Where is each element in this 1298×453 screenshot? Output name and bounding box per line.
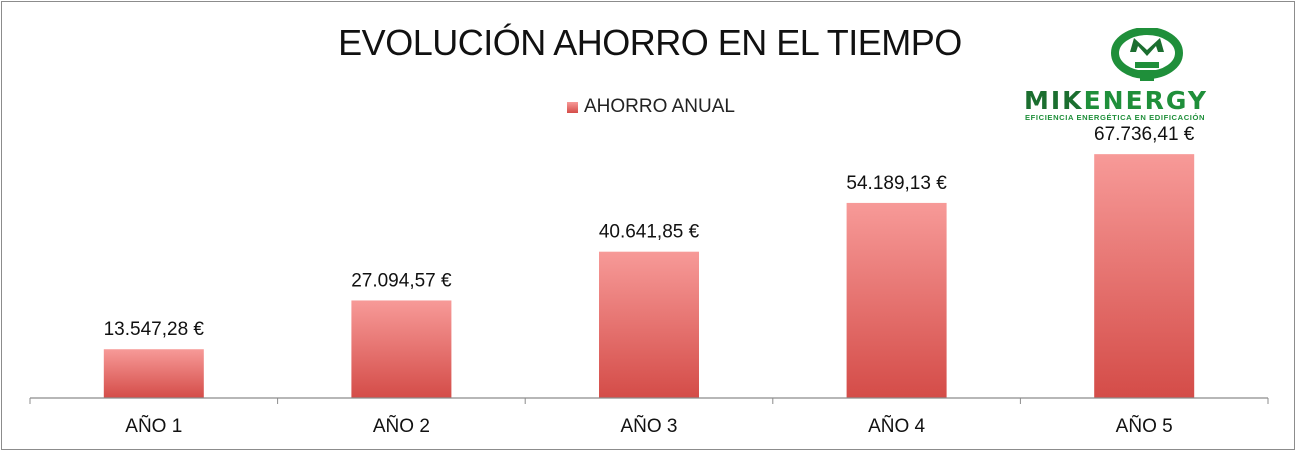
legend-swatch: [567, 101, 578, 113]
x-tick-label-3: AÑO 3: [620, 415, 677, 437]
company-logo: MIKENERGY EFICIENCIA ENERGÉTICA EN EDIFI…: [1022, 27, 1258, 122]
data-label-3: 40.641,85 €: [599, 222, 700, 243]
x-tick-label-2: AÑO 2: [373, 415, 430, 437]
x-tick-label-4: AÑO 4: [868, 415, 925, 437]
bar-3: [599, 251, 699, 398]
logo-tagline: EFICIENCIA ENERGÉTICA EN EDIFICACIÓN: [1025, 113, 1206, 122]
chart-title: EVOLUCIÓN AHORRO EN EL TIEMPO: [338, 22, 962, 63]
data-label-4: 54.189,13 €: [846, 173, 947, 194]
logo-wordmark: MIKENERGY: [1024, 86, 1208, 115]
x-tick-label-1: AÑO 1: [125, 415, 182, 437]
data-label-1: 13.547,28 €: [104, 319, 205, 340]
lightbulb-icon: [1111, 27, 1183, 81]
bar-4: [846, 202, 947, 398]
bar-5: [1094, 154, 1195, 398]
x-tick-label-5: AÑO 5: [1116, 415, 1173, 437]
data-label-5: 67.736,41 €: [1094, 124, 1195, 145]
data-label-2: 27.094,57 €: [351, 270, 452, 291]
bar-1: [103, 349, 204, 398]
legend: AHORRO ANUAL: [567, 96, 735, 118]
bar-2: [351, 300, 452, 398]
legend-label: AHORRO ANUAL: [584, 96, 735, 117]
